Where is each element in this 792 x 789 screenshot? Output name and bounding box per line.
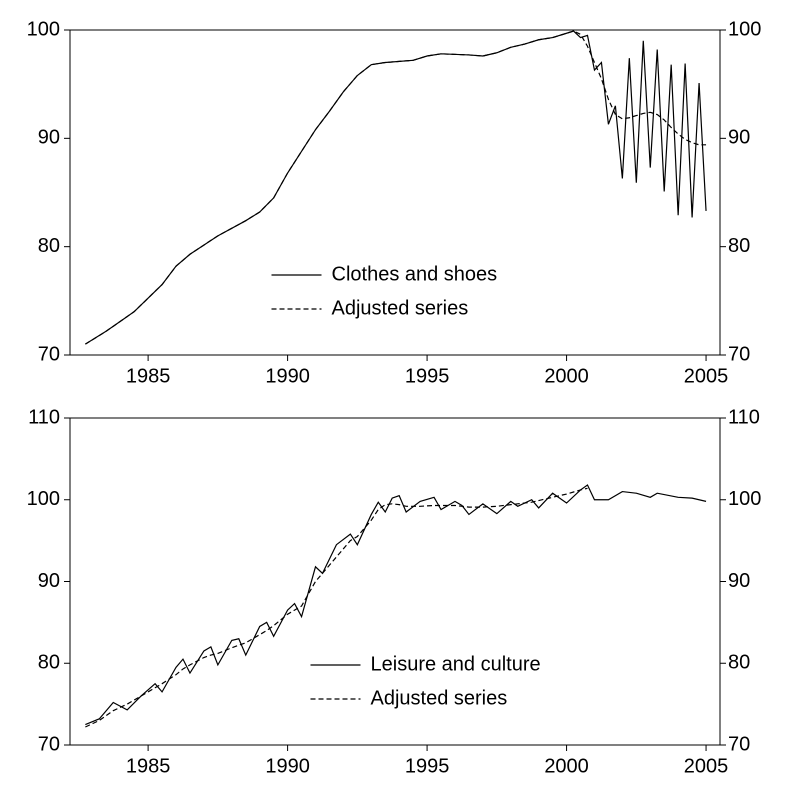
y2-tick-label: 70: [728, 733, 750, 755]
series-line: [85, 30, 707, 345]
legend-label: Clothes and shoes: [332, 263, 498, 285]
x-tick-label: 1985: [126, 365, 171, 387]
legend-label: Adjusted series: [332, 297, 469, 319]
y-tick-label: 90: [38, 127, 60, 149]
x-tick-label: 1995: [405, 365, 450, 387]
y2-tick-label: 90: [728, 127, 750, 149]
x-tick-label: 2005: [684, 365, 729, 387]
y-tick-label: 100: [27, 488, 60, 510]
y-tick-label: 110: [28, 406, 60, 428]
x-tick-label: 1985: [126, 755, 171, 777]
y-tick-label: 90: [38, 570, 60, 592]
y-tick-label: 70: [38, 343, 60, 365]
legend-label: Leisure and culture: [371, 653, 541, 675]
y2-tick-label: 80: [728, 235, 750, 257]
y2-tick-label: 100: [728, 18, 761, 40]
y2-tick-label: 80: [728, 652, 750, 674]
y-tick-label: 80: [38, 652, 60, 674]
x-tick-label: 1995: [405, 755, 450, 777]
x-tick-label: 1990: [265, 755, 310, 777]
x-tick-label: 1990: [265, 365, 310, 387]
legend-label: Adjusted series: [371, 687, 508, 709]
series-line: [85, 487, 588, 728]
x-tick-label: 2000: [544, 755, 589, 777]
x-tick-label: 2005: [684, 755, 729, 777]
x-tick-label: 2000: [544, 365, 589, 387]
y2-tick-label: 90: [728, 570, 750, 592]
y-tick-label: 70: [38, 733, 60, 755]
y2-tick-label: 70: [728, 343, 750, 365]
y-tick-label: 80: [38, 235, 60, 257]
y-tick-label: 100: [27, 18, 60, 40]
y2-tick-label: 110: [728, 406, 760, 428]
plot-frame: [69, 29, 721, 356]
y2-tick-label: 100: [728, 488, 761, 510]
